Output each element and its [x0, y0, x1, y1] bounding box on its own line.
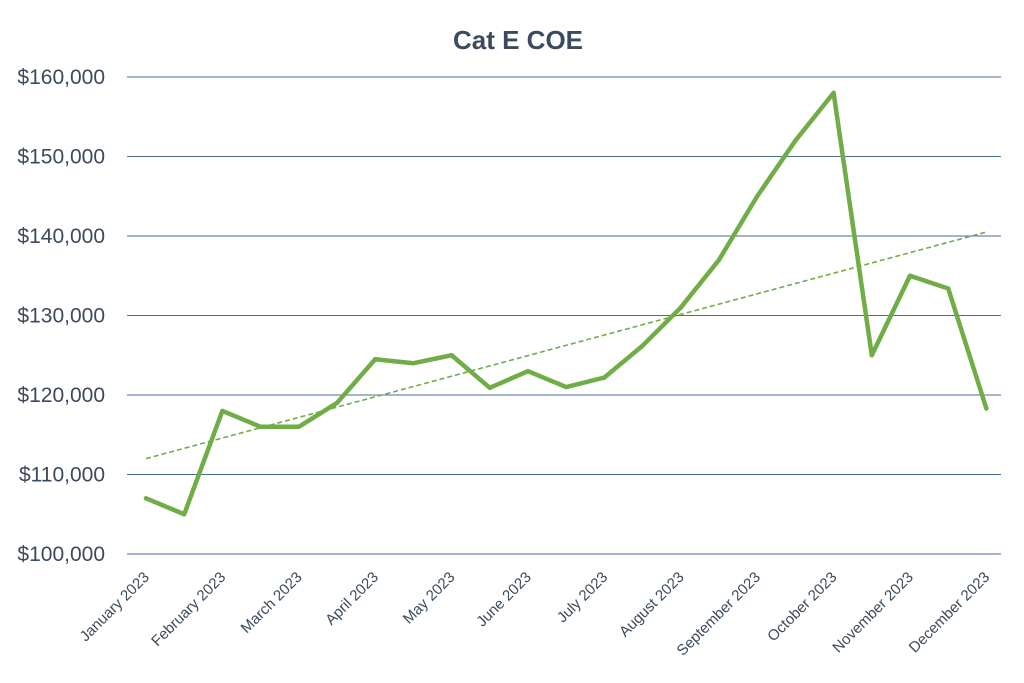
- data-point: [564, 384, 569, 390]
- y-tick-label: $100,000: [17, 543, 105, 566]
- trendline: [145, 231, 987, 460]
- x-tick-label: December 2023: [906, 569, 993, 656]
- gridlines: [127, 76, 1001, 555]
- data-point: [143, 496, 149, 501]
- y-tick-label: $110,000: [19, 464, 105, 487]
- data-point: [487, 385, 492, 391]
- trendline-layer: [145, 231, 987, 460]
- chart-title: Cat E COE: [453, 25, 583, 55]
- y-axis-tick-labels: $100,000 $110,000 $120,000 $130,000 $140,000…: [17, 66, 105, 566]
- data-point: [946, 286, 951, 291]
- data-point: [831, 90, 836, 96]
- x-tick-label: March 2023: [238, 569, 306, 637]
- x-tick-label: April 2023: [322, 569, 382, 629]
- x-tick-label: February 2023: [148, 569, 229, 650]
- data-point: [907, 273, 913, 278]
- y-tick-label: $140,000: [17, 225, 105, 248]
- data-point: [640, 343, 645, 348]
- series-layer: [143, 90, 989, 517]
- data-point: [793, 138, 798, 143]
- data-point: [602, 375, 607, 380]
- x-tick-label: September 2023: [674, 569, 764, 659]
- data-point: [182, 512, 187, 517]
- x-tick-label: May 2023: [400, 569, 459, 628]
- data-point: [373, 357, 378, 362]
- y-tick-label: $160,000: [17, 66, 105, 89]
- y-tick-label: $150,000: [17, 146, 105, 169]
- x-tick-label: January 2023: [77, 569, 153, 645]
- x-tick-label: August 2023: [616, 569, 688, 641]
- data-point: [525, 368, 531, 374]
- data-point: [296, 424, 301, 429]
- data-point: [258, 424, 263, 429]
- data-point: [869, 353, 874, 358]
- x-tick-label: June 2023: [473, 569, 535, 631]
- x-tick-label: November 2023: [829, 569, 916, 656]
- data-point: [984, 406, 989, 411]
- data-point: [755, 194, 760, 199]
- data-point: [678, 305, 683, 310]
- data-point: [449, 353, 454, 358]
- data-point: [220, 408, 225, 414]
- x-tick-label: October 2023: [764, 569, 840, 645]
- x-tick-label: July 2023: [554, 569, 611, 626]
- data-point: [411, 361, 416, 366]
- y-tick-label: $130,000: [17, 305, 105, 328]
- data-point: [334, 400, 340, 406]
- data-point: [716, 257, 722, 263]
- y-tick-label: $120,000: [17, 384, 105, 407]
